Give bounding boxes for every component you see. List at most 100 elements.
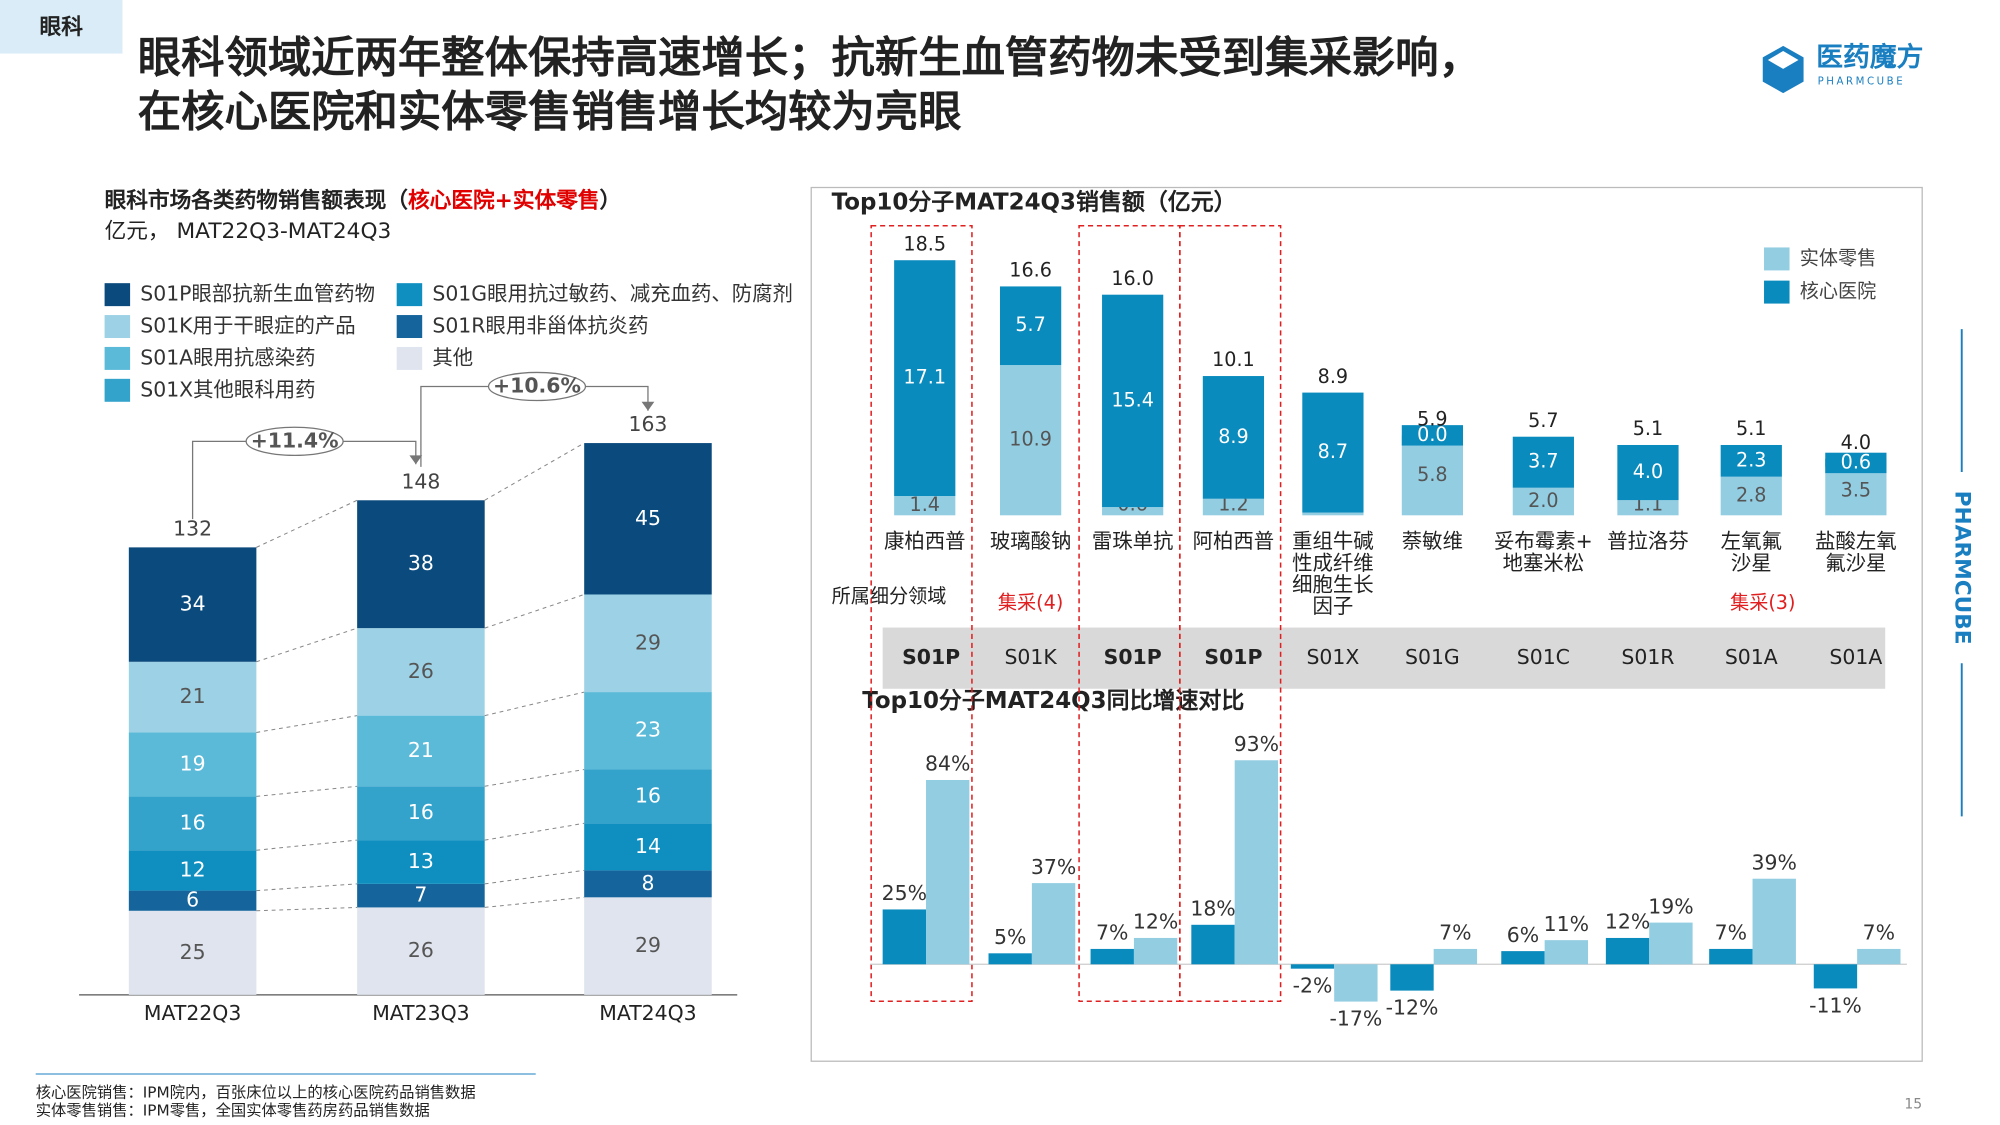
connector (484, 822, 585, 841)
bar-segment (1401, 435, 1464, 516)
label-line: 左氧氟 (1721, 529, 1782, 553)
connector (256, 499, 358, 548)
bar (1191, 924, 1235, 965)
x-tick-label: MAT23Q3 (372, 1001, 469, 1025)
bar-segment (357, 786, 485, 841)
legend-swatch (104, 315, 131, 339)
value-label: 18% (1190, 896, 1235, 920)
x-tick-label: MAT24Q3 (599, 1001, 696, 1025)
value-label: 7% (1439, 921, 1471, 945)
chart-subtitle: 亿元， MAT22Q3-MAT24Q3 (105, 219, 392, 244)
bar (882, 909, 927, 965)
value-label: 5% (994, 925, 1026, 949)
value-label: -12% (1386, 995, 1439, 1019)
segment-label: 38 (408, 551, 434, 575)
total-label: 10.1 (1212, 348, 1255, 371)
bar (1234, 760, 1279, 965)
bar-segment (128, 796, 257, 851)
logo-sub: PHARMCUBE (1818, 77, 1906, 88)
value-label: 11% (1544, 912, 1589, 936)
value-label: 6% (1507, 923, 1539, 947)
growth-label: +10.6% (493, 373, 581, 397)
segment-label: 16 (180, 810, 206, 834)
bar (988, 953, 1032, 965)
bar-segment (1825, 467, 1887, 516)
bar-segment (128, 547, 257, 662)
bar (1813, 964, 1858, 989)
x-tick-label: MAT22Q3 (144, 1001, 241, 1025)
segment-label: 7 (414, 883, 427, 907)
value-label: 39% (1752, 850, 1797, 874)
label-line: 氟沙星 (1825, 551, 1886, 575)
segment-label: 34 (180, 592, 206, 616)
segment-label: 10.9 (1009, 428, 1052, 451)
bar-segment (1720, 476, 1782, 516)
growth-connector (343, 440, 417, 465)
segment-label: 1.4 (910, 493, 940, 516)
segment-label: 26 (408, 659, 434, 683)
bar-segment (584, 594, 712, 693)
segment-label: 8.9 (1218, 425, 1248, 448)
total-label: 5.9 (1417, 408, 1447, 431)
x-tick-label: 妥布霉素+地塞米松 (1494, 529, 1593, 575)
bar-segment (894, 260, 956, 497)
bar-segment (584, 823, 712, 871)
bar (1290, 964, 1335, 969)
value-label: 25% (882, 881, 927, 905)
connector (484, 442, 585, 501)
bar-segment (1512, 487, 1574, 516)
growth-oval (245, 426, 344, 456)
footnote: 实体零售销售：IPM零售，全国实体零售药房药品销售数据 (36, 1101, 430, 1119)
segment-label: 0.0 (1417, 423, 1447, 446)
connector (256, 883, 358, 892)
segment-label: 21 (180, 684, 206, 708)
segment-label: 23 (635, 718, 661, 742)
domain: S01X (1306, 645, 1359, 669)
tag: 眼科 (40, 15, 84, 40)
total-label: 18.5 (903, 232, 946, 255)
value-label: -2% (1293, 974, 1333, 998)
bar-segment (1302, 392, 1364, 513)
total-label: 16.0 (1111, 267, 1154, 290)
legend-swatch (104, 378, 131, 402)
domain: S01A (1829, 645, 1882, 669)
segment-label: 45 (635, 506, 661, 530)
segment-label: 29 (635, 933, 661, 957)
arrow-head (641, 401, 655, 411)
connector (484, 768, 585, 787)
total-label: 5.1 (1633, 417, 1663, 440)
bar-segment (1202, 498, 1265, 516)
title-part: 核心医院+实体零售 (408, 188, 600, 214)
value-label: 12% (1133, 910, 1178, 934)
legend-swatch (396, 315, 423, 339)
segment-label: 13 (408, 849, 434, 873)
bar (1709, 948, 1753, 965)
label-line: 细胞生长 (1292, 572, 1374, 596)
title-part: ） (600, 189, 622, 214)
label-line: 沙星 (1731, 551, 1772, 575)
value-label: 84% (925, 752, 970, 776)
bar-segment (357, 715, 485, 787)
legend-swatch (1764, 280, 1790, 304)
growth-oval (487, 371, 587, 402)
segment-label: 2.3 (1736, 448, 1766, 471)
segment-label: 0.6 (1841, 450, 1871, 473)
segment-label: 5.8 (1417, 463, 1447, 486)
connector (484, 594, 585, 629)
label-line: 因子 (1313, 594, 1354, 618)
bar-segment (1202, 376, 1265, 499)
segment-label: 17.1 (903, 366, 946, 389)
annotation: 集采(4) (998, 591, 1063, 614)
segment-label: 21 (408, 738, 434, 762)
bar (1390, 964, 1434, 991)
value-label: 12% (1605, 910, 1650, 934)
chart-frame (810, 186, 1923, 1062)
bar-segment (584, 769, 712, 824)
bar-segment (584, 692, 712, 770)
segment-label: 26 (408, 938, 434, 962)
bar-segment (1102, 507, 1164, 516)
legend-swatch (104, 283, 131, 307)
connector (256, 715, 358, 733)
bar-segment (1000, 365, 1062, 516)
domain: S01C (1517, 645, 1570, 669)
